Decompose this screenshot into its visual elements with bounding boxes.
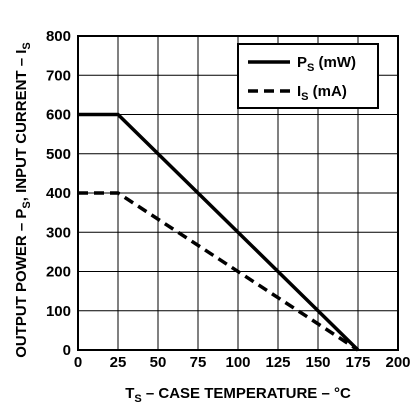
x-tick-label: 0	[74, 354, 82, 371]
x-tick-label: 125	[265, 354, 290, 371]
x-tick-label: 25	[110, 354, 127, 371]
legend-label-is: IS (mA)	[297, 83, 347, 103]
y-tick-label: 400	[46, 185, 71, 202]
y-tick-label: 0	[63, 342, 71, 359]
y-axis-title: OUTPUT POWER – PS, INPUT CURRENT – IS	[13, 42, 33, 358]
series-line-is	[78, 191, 359, 352]
x-tick-label: 100	[225, 354, 250, 371]
legend: PS (mW) IS (mA)	[237, 43, 379, 109]
y-tick-label: 800	[46, 28, 71, 45]
tick-labels: 0 25 50 75 100 125 150 175 200 0 100 200 300 400 500 60…	[46, 28, 411, 371]
x-axis-title: TS – CASE TEMPERATURE – °C	[125, 385, 351, 405]
legend-label-ps: PS (mW)	[297, 54, 356, 74]
y-tick-label: 200	[46, 264, 71, 281]
y-tick-label: 300	[46, 224, 71, 241]
y-tick-label: 700	[46, 67, 71, 84]
y-tick-label: 600	[46, 107, 71, 124]
y-tick-label: 500	[46, 146, 71, 163]
series-lines	[78, 112, 360, 352]
x-tick-label: 175	[345, 354, 370, 371]
legend-box	[237, 43, 379, 109]
x-tick-label: 75	[190, 354, 207, 371]
x-tick-label: 200	[385, 354, 410, 371]
x-tick-label: 150	[305, 354, 330, 371]
y-tick-label: 100	[46, 303, 71, 320]
series-line-ps	[78, 112, 360, 352]
x-tick-label: 50	[150, 354, 167, 371]
